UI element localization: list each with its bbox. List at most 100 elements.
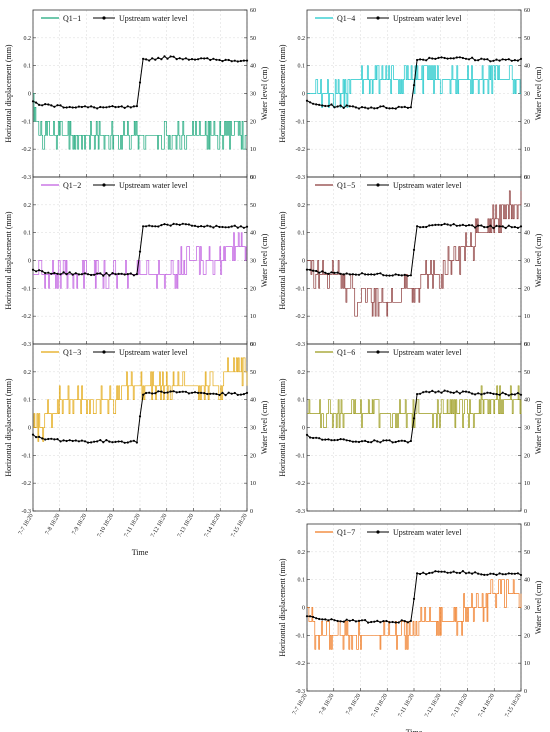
legend-marker-water — [102, 183, 106, 187]
water-level-marker — [315, 103, 318, 106]
right-tick-label: 10 — [524, 314, 530, 320]
water-level-marker — [409, 274, 412, 277]
right-tick-label: 40 — [250, 398, 256, 404]
left-tick-label: 0.1 — [24, 231, 32, 237]
water-level-marker — [370, 620, 373, 624]
legend-label-displacement: Q1−1 — [63, 14, 81, 23]
water-level-marker — [305, 615, 309, 618]
water-level-marker — [330, 103, 333, 106]
legend-label-water: Upstream water level — [119, 14, 188, 23]
legend-marker-water — [376, 16, 380, 20]
water-level-marker — [148, 224, 151, 227]
water-level-marker — [357, 273, 361, 276]
water-level-line — [306, 570, 522, 624]
right-tick-label: 10 — [524, 147, 530, 153]
x-tick-label: 7-12 18:20 — [150, 513, 168, 539]
water-level-marker — [513, 393, 517, 396]
x-tick-label: 7-15 18:20 — [504, 693, 522, 719]
water-level-marker — [471, 56, 474, 59]
water-level-marker — [336, 619, 339, 623]
water-level-marker — [397, 105, 400, 108]
water-level-marker — [489, 391, 492, 395]
water-level-marker — [471, 224, 474, 227]
water-level-marker — [50, 272, 53, 275]
water-level-marker — [59, 273, 62, 276]
water-level-marker — [507, 572, 510, 575]
water-level-marker — [498, 393, 501, 396]
water-level-marker — [364, 106, 367, 109]
water-level-marker — [245, 391, 249, 394]
left-tick-label: 0.2 — [298, 550, 306, 556]
right-tick-label: 20 — [524, 286, 530, 292]
water-level-marker — [452, 570, 455, 573]
water-level-marker — [41, 270, 44, 273]
water-level-marker — [501, 391, 504, 394]
water-level-marker — [312, 269, 315, 272]
water-level-marker — [93, 273, 96, 276]
x-tick-label: 7-10 18:20 — [371, 693, 389, 719]
water-level-marker — [416, 572, 419, 575]
water-level-marker — [120, 272, 123, 275]
right-tick-label: 60 — [524, 175, 530, 181]
water-level-marker — [65, 439, 68, 443]
water-level-marker — [245, 225, 249, 228]
water-level-marker — [172, 390, 175, 393]
right-tick-label: 10 — [250, 147, 256, 153]
water-level-marker — [364, 273, 367, 276]
right-tick-label: 60 — [524, 342, 530, 348]
water-level-marker — [474, 226, 477, 229]
water-level-marker — [315, 436, 318, 439]
left-tick-label: -0.1 — [296, 633, 306, 639]
left-tick-label: 0.2 — [298, 370, 306, 376]
water-level-marker — [440, 56, 443, 59]
left-axis-title: Horizontal displacement (mm) — [4, 44, 13, 143]
water-level-marker — [166, 57, 169, 60]
water-level-marker — [53, 271, 56, 275]
water-level-marker — [440, 223, 443, 227]
water-level-marker — [388, 621, 391, 624]
water-level-marker — [403, 273, 406, 276]
x-tick-label: 7-14 18:20 — [478, 693, 496, 719]
water-level-marker — [215, 224, 218, 227]
legend-label-water: Upstream water level — [393, 348, 462, 357]
left-tick-label: -0.1 — [296, 453, 306, 459]
right-axis-title: Water level (cm) — [534, 66, 543, 120]
water-level-marker — [327, 619, 330, 622]
water-level-marker — [382, 439, 385, 442]
water-level-marker — [406, 621, 409, 624]
water-level-marker — [68, 271, 71, 274]
water-level-marker — [351, 440, 354, 443]
water-level-marker — [370, 273, 373, 276]
water-level-marker — [357, 440, 361, 444]
right-tick-label: 60 — [524, 522, 530, 528]
left-tick-label: 0 — [302, 606, 305, 612]
water-level-marker — [53, 105, 56, 108]
water-level-marker — [403, 439, 406, 443]
water-level-marker — [80, 439, 83, 442]
left-tick-label: -0.3 — [296, 175, 306, 181]
water-level-marker — [50, 104, 53, 107]
legend-marker-water — [102, 16, 106, 20]
water-level-marker — [382, 105, 385, 108]
water-level-marker — [373, 620, 376, 623]
legend-label-water: Upstream water level — [393, 14, 462, 23]
water-level-marker — [452, 57, 455, 60]
water-level-marker — [321, 104, 324, 107]
water-level-marker — [111, 105, 114, 108]
water-level-marker — [215, 58, 218, 61]
water-level-marker — [391, 620, 394, 624]
x-tick-label: 7-7 18:20 — [292, 693, 309, 716]
water-level-marker — [483, 226, 486, 229]
water-level-marker — [236, 60, 239, 63]
water-level-marker — [397, 273, 400, 277]
right-tick-label: 60 — [524, 8, 530, 14]
water-level-marker — [364, 439, 367, 442]
water-level-marker — [364, 619, 367, 622]
water-level-marker — [428, 391, 431, 394]
water-level-marker — [206, 57, 209, 60]
water-level-marker — [206, 392, 209, 396]
water-level-marker — [59, 440, 62, 443]
water-level-marker — [379, 272, 382, 275]
right-tick-label: 30 — [250, 92, 256, 98]
water-level-marker — [62, 271, 65, 274]
